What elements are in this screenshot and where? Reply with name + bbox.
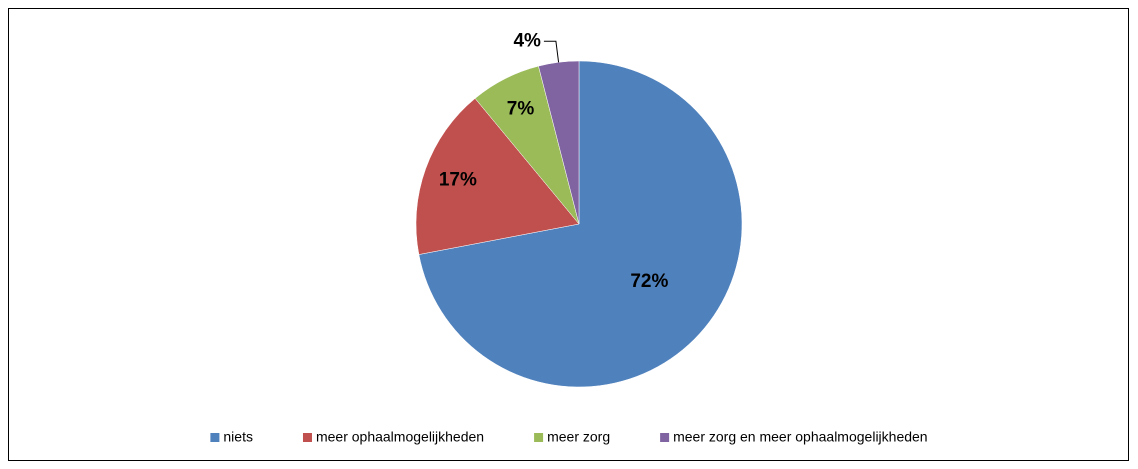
data-label: 72% (630, 271, 668, 292)
pie-slice (538, 60, 580, 225)
data-label: 4% (513, 30, 541, 51)
leader-line (543, 40, 560, 63)
legend-label: meer zorg (547, 429, 610, 445)
legend-swatch (534, 433, 544, 442)
legend-swatch (210, 433, 220, 442)
data-label: 7% (507, 98, 535, 119)
data-label: 17% (439, 169, 477, 190)
legend-label: niets (223, 429, 253, 445)
legend-label: meer zorg en meer ophaalmogelijkheden (673, 429, 927, 445)
legend-swatch (660, 433, 670, 442)
pie-slice (415, 98, 580, 255)
legend-swatch (302, 433, 312, 442)
legend-label: meer ophaalmogelijkheden (316, 429, 484, 445)
pie-slice (418, 60, 743, 388)
